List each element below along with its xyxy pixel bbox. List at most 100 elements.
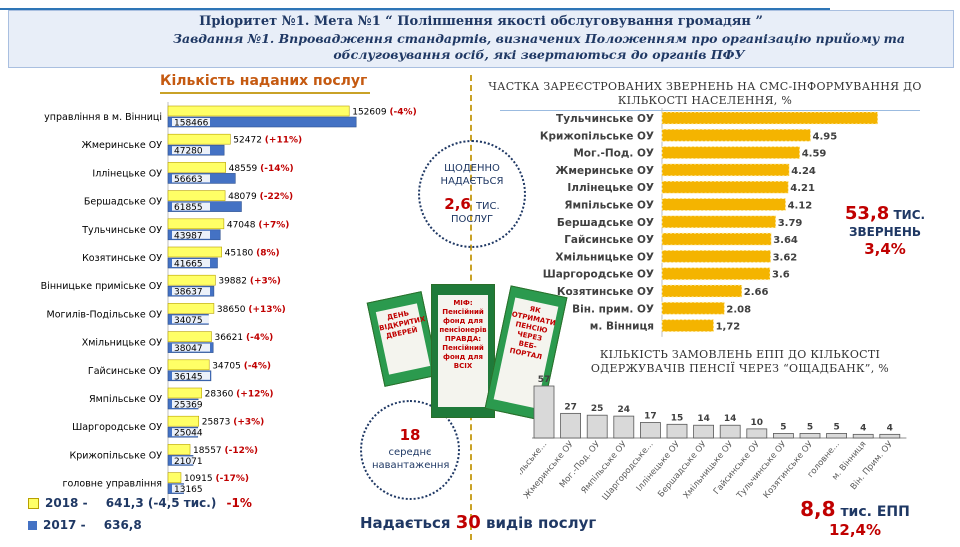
service-types-prefix: Надається	[360, 514, 451, 532]
bar	[662, 164, 789, 176]
value-label-2017: 34075	[174, 316, 203, 326]
value-label-2018: 48079 (-22%)	[228, 192, 293, 202]
value-label-2018: 10915 (-17%)	[184, 474, 249, 484]
value-label: 2.66	[744, 287, 769, 298]
value-label: 3.6	[772, 270, 790, 281]
value-label: 14	[697, 414, 710, 424]
bar-2018	[168, 275, 215, 285]
legend-2018: 2018 - 641,3 (-4,5 тис.) -1%	[28, 496, 252, 510]
change-2018: (-4%)	[389, 108, 416, 118]
category-label: Бершадське ОУ	[84, 197, 162, 208]
value-label-2017: 38637	[174, 288, 203, 298]
value-2018: 48079	[228, 192, 260, 202]
bar	[662, 268, 770, 280]
bar	[800, 433, 820, 438]
load-text: середнє навантаження	[362, 446, 458, 472]
value-2018: 10915	[184, 474, 216, 484]
brochure-myth-truth-text: МІФ: Пенсійний фонд для пенсіонерів ПРАВ…	[438, 295, 488, 407]
value-2018: 48559	[229, 164, 261, 174]
epp-total-stat: 8,8 тис. ЕПП 12,4%	[780, 500, 930, 539]
sms-total-value: 53,8 ТИС.	[820, 205, 950, 224]
category-label: управління в м. Вінниці	[44, 112, 162, 123]
change-2018: (-22%)	[260, 192, 294, 202]
category-label: головне управління	[63, 479, 163, 490]
category-label: Він. прим. ОУ	[572, 303, 654, 315]
bar	[694, 425, 714, 438]
bar	[853, 434, 873, 438]
value-label-2017: 25369	[174, 401, 203, 411]
change-2018: (-4%)	[244, 361, 271, 371]
category-label: м. Вінниця	[590, 321, 654, 333]
bar	[662, 320, 714, 332]
bar-2018	[168, 106, 349, 116]
sms-total-word: ЗВЕРНЕНЬ	[820, 224, 950, 241]
value-label: 25	[591, 404, 604, 414]
value-2018: 39882	[218, 277, 250, 287]
category-label: Тульчинське ОУ	[556, 113, 654, 125]
task-title: Завдання №1. Впровадження стандартів, ви…	[129, 31, 949, 63]
bar	[880, 434, 900, 438]
legend-2018-swatch	[28, 498, 39, 509]
bar	[662, 147, 800, 159]
bar	[662, 129, 811, 141]
bar	[747, 429, 767, 438]
value-label-2017: 41665	[174, 260, 203, 270]
daily-number: 2,6	[444, 195, 471, 213]
value-label-2018: 28360 (+12%)	[205, 390, 274, 400]
value-label: 5	[780, 422, 786, 432]
category-label: Козятинське ОУ	[82, 253, 162, 264]
value-label: 10	[751, 418, 764, 428]
legend-2017-label: 2017 -	[43, 518, 86, 532]
bar	[667, 424, 687, 438]
value-label: 4.12	[788, 201, 813, 212]
bar-2018	[168, 416, 199, 426]
load-number: 18	[362, 426, 458, 444]
category-label: Хмільницьке ОУ	[555, 251, 654, 263]
bar-2018	[168, 134, 230, 144]
bar-2018	[168, 191, 225, 201]
category-label: Мог.-Под. ОУ	[573, 148, 654, 160]
bar	[662, 250, 771, 262]
bar-2018	[168, 332, 211, 342]
daily-bottom-text: ПОСЛУГ	[420, 213, 524, 226]
bar	[614, 416, 634, 438]
category-label: Гайсинське ОУ	[564, 234, 654, 246]
epp-total-value: 8,8 тис. ЕПП	[780, 500, 930, 521]
category-label: Ямпільське ОУ	[564, 200, 654, 212]
change-2018: (+3%)	[233, 418, 264, 428]
bar	[640, 422, 660, 438]
value-label-2017: 61855	[174, 203, 203, 213]
value-2018: 52472	[233, 136, 264, 146]
sms-total-number: 53,8	[845, 203, 889, 224]
category-label: Крижопільське ОУ	[540, 130, 654, 142]
value-label-2017: 38047	[174, 344, 203, 354]
category-label: Тульчинське ОУ	[81, 225, 162, 236]
legend-2017-value: 636,8	[104, 518, 142, 532]
value-label-2017: 43987	[174, 231, 203, 241]
value-label-2018: 38650 (+13%)	[217, 305, 286, 315]
bar-2018	[168, 444, 190, 454]
value-label: 5	[807, 422, 813, 432]
change-2018: (+11%)	[265, 136, 302, 146]
legend-2017: 2017 - 636,8	[28, 518, 142, 532]
value-label: 15	[671, 413, 684, 423]
value-2018: 28360	[205, 390, 237, 400]
value-label: 4	[860, 423, 866, 433]
bar-2018	[168, 219, 224, 229]
value-2018: 38650	[217, 305, 249, 315]
value-label: 1,72	[716, 322, 741, 333]
bar	[534, 386, 554, 438]
value-label: 3.64	[773, 235, 798, 246]
category-label: Шаргородське ОУ	[72, 422, 162, 433]
change-2018: (+7%)	[258, 220, 289, 230]
bar	[662, 199, 786, 211]
category-label: Бершадське ОУ	[656, 439, 709, 500]
category-label: Іллінецьке ОУ	[567, 182, 654, 194]
epp-total-number: 8,8	[800, 497, 835, 521]
value-2018: 36621	[214, 333, 246, 343]
category-label: Шаргородське ОУ	[543, 269, 654, 281]
category-label: Гайсинське ОУ	[712, 439, 763, 497]
value-2018: 25873	[202, 418, 234, 428]
sms-chart-title: ЧАСТКА ЗАРЕЄСТРОВАНИХ ЗВЕРНЕНЬ НА СМС-ІН…	[470, 80, 940, 108]
value-label: 4.24	[791, 166, 816, 177]
